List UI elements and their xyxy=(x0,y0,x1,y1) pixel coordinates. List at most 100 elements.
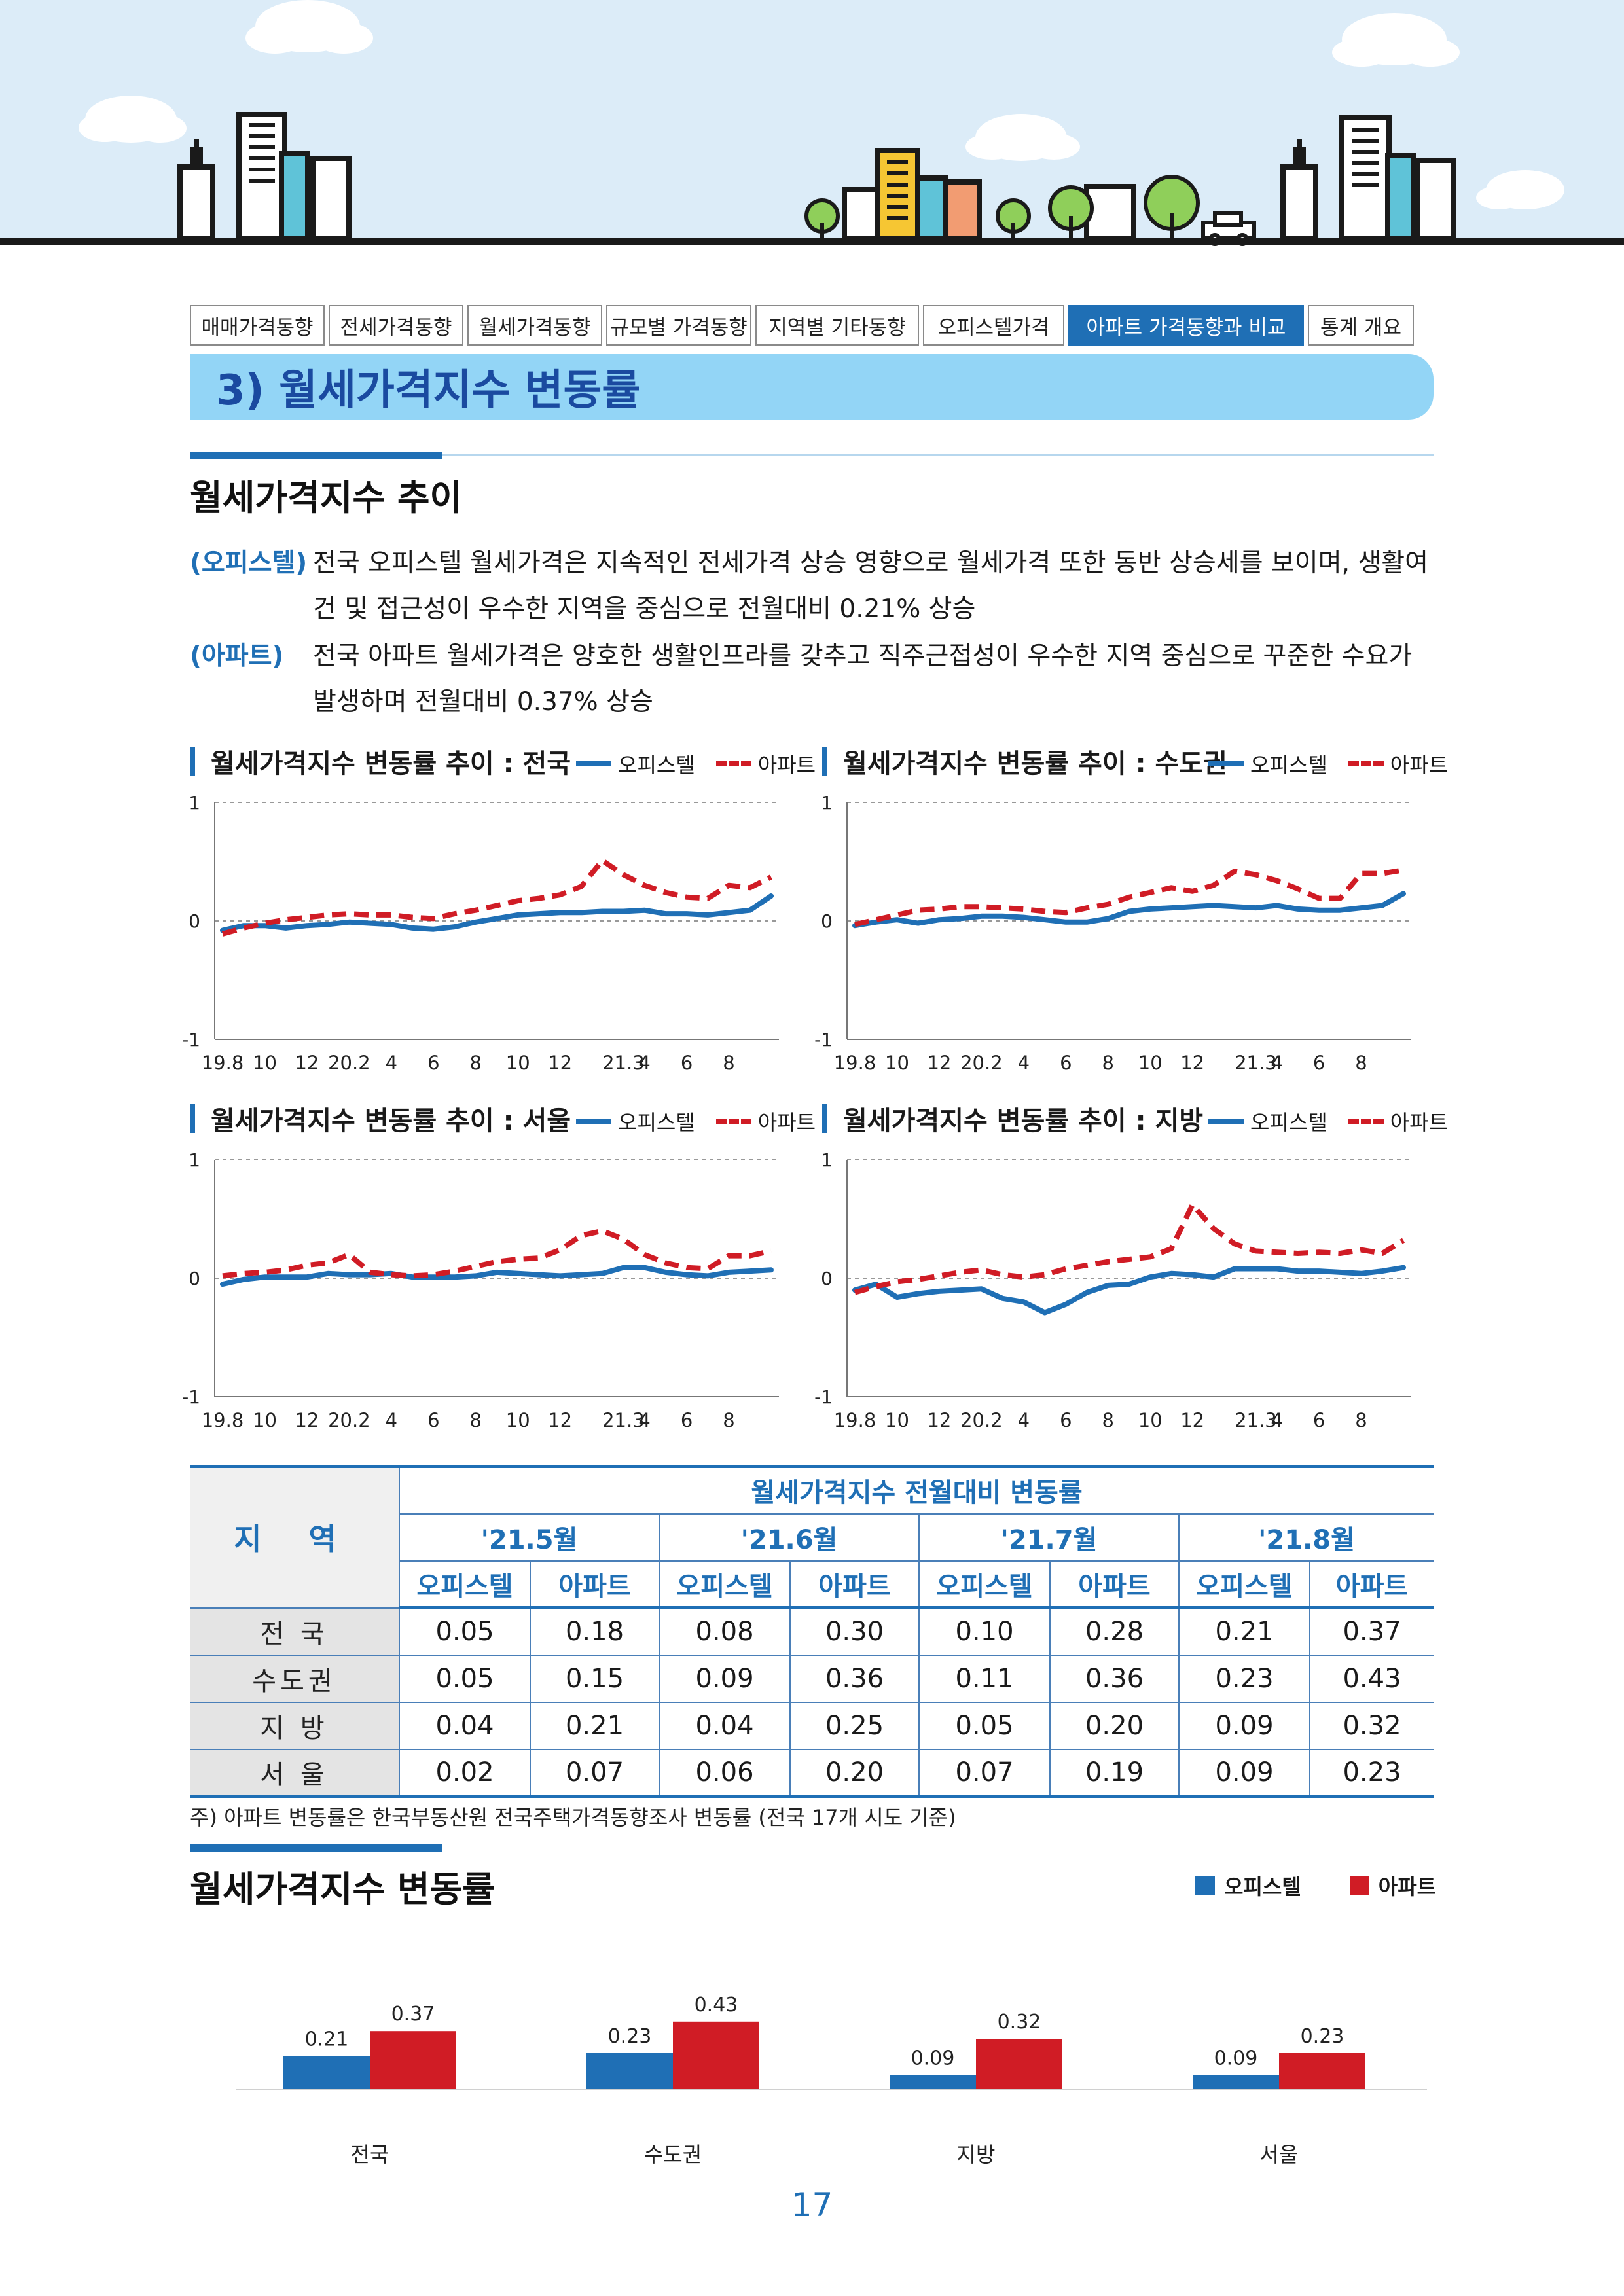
table-row: 서 울 0.02 0.07 0.06 0.20 0.07 0.19 0.09 0.23 xyxy=(190,1748,1434,1798)
tab-5[interactable]: 오피스텔가격 xyxy=(923,305,1064,346)
x-tick-label: 12 xyxy=(548,1052,572,1072)
bar-officetel xyxy=(283,2056,370,2089)
table-value-cell: 0.04 xyxy=(659,1701,791,1750)
table-value-cell: 0.37 xyxy=(1310,1607,1434,1656)
tab-7[interactable]: 통계 개요 xyxy=(1308,305,1414,346)
x-tick-label: 8 xyxy=(470,1052,482,1072)
line-chart-legend-2: 오피스텔 아파트 xyxy=(576,1106,816,1136)
table-value-cell: 0.30 xyxy=(790,1607,920,1656)
heading-accent-rule xyxy=(190,452,442,459)
x-tick-label: 4 xyxy=(638,1052,650,1072)
line-chart-legend-3: 오피스텔 아파트 xyxy=(1208,1106,1448,1136)
table-region-cell: 지 방 xyxy=(190,1701,400,1750)
bar-chart-rent-change: 0.21 0.37 전국 0.23 0.43 수도권 0.09 0.32 지방 0.09 0.23 서… xyxy=(236,1994,1427,2167)
x-tick-label: 10 xyxy=(885,1409,909,1429)
table-value-cell: 0.07 xyxy=(919,1748,1051,1798)
x-tick-label: 8 xyxy=(470,1409,482,1429)
table-value-cell: 0.09 xyxy=(1179,1701,1310,1750)
table-value-cell: 0.19 xyxy=(1050,1748,1180,1798)
y-tick-label: -1 xyxy=(814,1386,833,1408)
table-value-cell: 0.36 xyxy=(1050,1654,1180,1703)
bar-value-label: 0.23 xyxy=(1301,2025,1344,2048)
bar-apartment xyxy=(976,2039,1062,2089)
line-chart-title-0: 월세가격지수 변동률 추이 : 전국 xyxy=(190,745,571,779)
table-value-cell: 0.07 xyxy=(530,1748,660,1798)
line-chart-1: 10-119.8 10 12 20.2 4 6 8 10 12 21.34 6 8 xyxy=(814,792,1411,1072)
table-region-cell: 전 국 xyxy=(190,1607,400,1656)
tab-0[interactable]: 매매가격동향 xyxy=(190,305,325,346)
y-tick-label: 1 xyxy=(821,1149,833,1171)
x-tick-label: 8 xyxy=(1102,1409,1114,1429)
line-chart-title-2: 월세가격지수 변동률 추이 : 서울 xyxy=(190,1102,571,1136)
series-officetel-line xyxy=(220,893,774,933)
tab-1[interactable]: 전세가격동향 xyxy=(329,305,463,346)
x-tick-label: 20.2 xyxy=(960,1052,1003,1072)
bar-officetel xyxy=(1193,2075,1279,2089)
legend-apartment-line xyxy=(715,1119,751,1124)
paragraph-officetel-text: 전국 오피스텔 월세가격은 지속적인 전세가격 상승 영향으로 월세가격 또한 … xyxy=(313,548,1429,624)
table-months-row: '21.5월 '21.6월 '21.7월 '21.8월 xyxy=(190,1513,1434,1562)
x-tick-label: 12 xyxy=(1180,1409,1204,1429)
legend-officetel-label: 오피스텔 xyxy=(1250,753,1327,778)
table-value-cell: 0.04 xyxy=(399,1701,531,1750)
chart-title-marker xyxy=(822,1104,827,1133)
tab-3[interactable]: 규모별 가격동향 xyxy=(606,305,751,346)
table-subheader: 오피스텔 xyxy=(919,1560,1051,1609)
y-tick-label: -1 xyxy=(814,1029,833,1050)
x-tick-label: 19.8 xyxy=(834,1052,876,1072)
y-tick-label: -1 xyxy=(182,1029,200,1050)
line-chart-title-3: 월세가격지수 변동률 추이 : 지방 xyxy=(822,1102,1203,1136)
x-tick-label: 12 xyxy=(927,1409,951,1429)
legend-apartment-line xyxy=(715,761,751,766)
x-tick-label: 21.3 xyxy=(1235,1052,1277,1072)
bar-officetel xyxy=(586,2053,673,2089)
table-subheader: 오피스텔 xyxy=(659,1560,791,1609)
table-month-header: '21.5월 xyxy=(399,1513,660,1562)
tab-4[interactable]: 지역별 기타동향 xyxy=(755,305,919,346)
tab-6[interactable]: 아파트 가격동향과 비교 xyxy=(1068,305,1304,346)
bar-category-label: 전국 xyxy=(351,2142,389,2167)
x-tick-label: 4 xyxy=(1271,1409,1282,1429)
section-tabs: 매매가격동향 전세가격동향 월세가격동향 규모별 가격동향 지역별 기타동향 오피스텔가격… xyxy=(190,305,1434,346)
bar-value-label: 0.32 xyxy=(998,2011,1041,2034)
tab-2[interactable]: 월세가격동향 xyxy=(467,305,602,346)
chart-title-text: 월세가격지수 변동률 추이 : 서울 xyxy=(211,1106,571,1136)
y-tick-label: 1 xyxy=(189,792,200,814)
table-value-cell: 0.25 xyxy=(790,1701,920,1750)
table-subheader: 오피스텔 xyxy=(399,1560,531,1609)
x-tick-label: 19.8 xyxy=(202,1052,244,1072)
y-tick-label: -1 xyxy=(182,1386,200,1408)
table-subheader: 아파트 xyxy=(1050,1560,1180,1609)
bar-apartment xyxy=(1279,2053,1365,2089)
x-tick-label: 10 xyxy=(506,1409,530,1429)
legend-officetel-label: 오피스텔 xyxy=(618,753,695,778)
y-tick-label: 1 xyxy=(189,1149,200,1171)
bar-value-label: 0.09 xyxy=(1214,2047,1258,2070)
chart-title-text: 월세가격지수 변동률 추이 : 전국 xyxy=(211,749,571,779)
table-group-header: 월세가격지수 전월대비 변동률 xyxy=(399,1465,1434,1515)
x-tick-label: 12 xyxy=(1180,1052,1204,1072)
table-month-header: '21.7월 xyxy=(919,1513,1180,1562)
table-footnote: 주) 아파트 변동률은 한국부동산원 전국주택가격동향조사 변동률 (전국 17… xyxy=(190,1805,956,1830)
x-tick-label: 8 xyxy=(723,1052,734,1072)
table-row: 지 방 0.04 0.21 0.04 0.25 0.05 0.20 0.09 0.32 xyxy=(190,1701,1434,1750)
x-tick-label: 4 xyxy=(638,1409,650,1429)
x-tick-label: 20.2 xyxy=(328,1052,370,1072)
heading-rent-index-trend: 월세가격지수 추이 xyxy=(190,477,463,518)
table-value-cell: 0.32 xyxy=(1310,1701,1434,1750)
bar-value-label: 0.09 xyxy=(911,2047,955,2070)
bar-officetel xyxy=(890,2075,976,2089)
x-tick-label: 10 xyxy=(885,1052,909,1072)
y-tick-label: 0 xyxy=(821,1268,833,1289)
rent-index-table: 지 역 월세가격지수 전월대비 변동률 '21.5월 '21.6월 '21.7월 '2… xyxy=(190,1465,1434,1798)
x-tick-label: 20.2 xyxy=(328,1409,370,1429)
heading-rent-index-change: 월세가격지수 변동률 xyxy=(190,1869,495,1910)
legend-apartment-line xyxy=(1348,1119,1384,1124)
x-tick-label: 20.2 xyxy=(960,1409,1003,1429)
legend-officetel-label: 오피스텔 xyxy=(618,1110,695,1135)
bar-apartment xyxy=(673,2021,759,2089)
section-title: 3) 월세가격지수 변동률 xyxy=(216,367,641,415)
x-tick-label: 6 xyxy=(427,1052,439,1072)
legend-officetel-swatch xyxy=(1195,1876,1215,1895)
paragraph-officetel: (오피스텔) 전국 오피스텔 월세가격은 지속적인 전세가격 상승 영향으로 월… xyxy=(190,541,1447,632)
